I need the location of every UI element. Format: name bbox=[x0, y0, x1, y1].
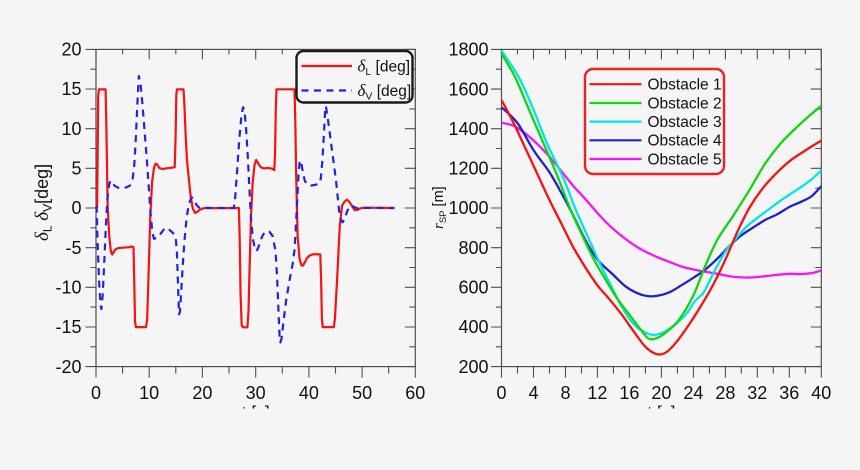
svg-text:-15: -15 bbox=[55, 317, 81, 337]
svg-text:50: 50 bbox=[352, 383, 372, 403]
svg-text:1000: 1000 bbox=[448, 198, 488, 218]
svg-text:10: 10 bbox=[61, 119, 81, 139]
svg-text:Obstacle 2: Obstacle 2 bbox=[648, 95, 722, 112]
svg-text:-5: -5 bbox=[65, 238, 81, 258]
svg-text:0: 0 bbox=[91, 383, 101, 403]
svg-text:60: 60 bbox=[405, 383, 425, 403]
svg-text:40: 40 bbox=[811, 383, 831, 403]
svg-text:32: 32 bbox=[747, 383, 767, 403]
svg-text:t [s]: t [s] bbox=[647, 403, 675, 423]
svg-text:400: 400 bbox=[458, 317, 488, 337]
svg-text:200: 200 bbox=[458, 357, 488, 377]
svg-text:0: 0 bbox=[496, 383, 506, 403]
svg-text:28: 28 bbox=[715, 383, 735, 403]
svg-text:Obstacle 1: Obstacle 1 bbox=[648, 77, 722, 94]
svg-text:12: 12 bbox=[587, 383, 607, 403]
svg-text:Obstacle 4: Obstacle 4 bbox=[648, 133, 722, 150]
svg-text:20: 20 bbox=[61, 40, 81, 60]
svg-text:24: 24 bbox=[683, 383, 703, 403]
svg-text:1400: 1400 bbox=[448, 119, 488, 139]
svg-text:4: 4 bbox=[528, 383, 538, 403]
svg-text:1600: 1600 bbox=[448, 79, 488, 99]
svg-text:t [s]: t [s] bbox=[242, 403, 270, 423]
svg-text:δL [deg]: δL [deg] bbox=[358, 57, 411, 79]
svg-text:-10: -10 bbox=[55, 278, 81, 298]
svg-text:0: 0 bbox=[71, 198, 81, 218]
svg-text:20: 20 bbox=[651, 383, 671, 403]
svg-text:1200: 1200 bbox=[448, 159, 488, 179]
svg-text:800: 800 bbox=[458, 238, 488, 258]
svg-text:10: 10 bbox=[139, 383, 159, 403]
svg-text:15: 15 bbox=[61, 79, 81, 99]
svg-text:Obstacle 3: Obstacle 3 bbox=[648, 114, 722, 131]
svg-text:600: 600 bbox=[458, 278, 488, 298]
svg-text:Obstacle 5: Obstacle 5 bbox=[648, 151, 722, 168]
svg-text:8: 8 bbox=[560, 383, 570, 403]
svg-text:-20: -20 bbox=[55, 357, 81, 377]
svg-text:16: 16 bbox=[619, 383, 639, 403]
svg-text:36: 36 bbox=[779, 383, 799, 403]
svg-text:5: 5 bbox=[71, 159, 81, 179]
svg-text:40: 40 bbox=[299, 383, 319, 403]
svg-text:20: 20 bbox=[192, 383, 212, 403]
svg-text:δL δV[deg]: δL δV[deg] bbox=[32, 164, 55, 241]
svg-text:1800: 1800 bbox=[448, 40, 488, 60]
svg-text:30: 30 bbox=[246, 383, 266, 403]
